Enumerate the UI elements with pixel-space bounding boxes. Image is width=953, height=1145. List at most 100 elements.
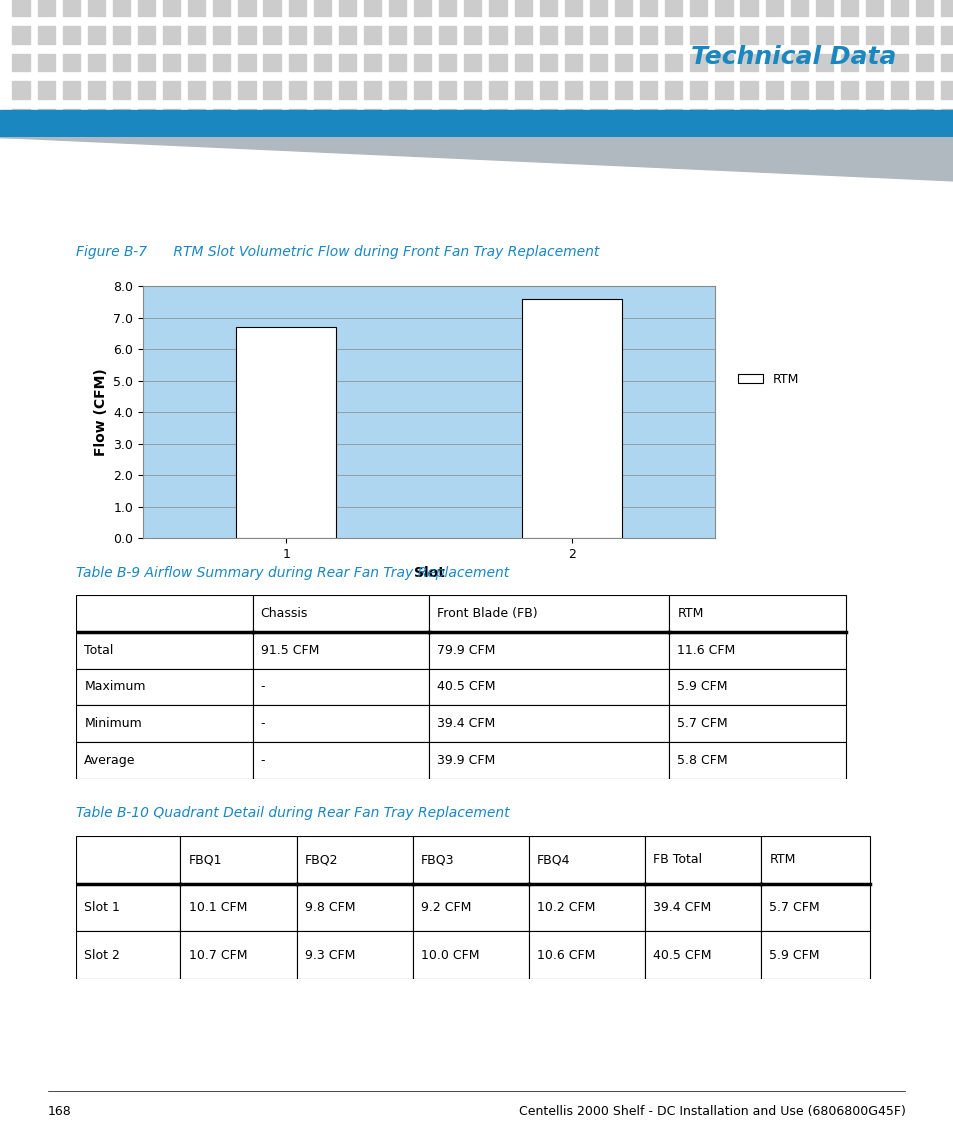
- FancyBboxPatch shape: [76, 669, 253, 705]
- FancyBboxPatch shape: [429, 669, 669, 705]
- Bar: [138, 54, 155, 71]
- Text: Chassis: Chassis: [260, 607, 308, 621]
- Bar: [915, 26, 932, 44]
- Bar: [63, 109, 80, 127]
- FancyBboxPatch shape: [529, 836, 644, 884]
- Bar: [664, 54, 681, 71]
- Bar: [338, 81, 355, 98]
- Bar: [790, 109, 807, 127]
- Text: FBQ1: FBQ1: [189, 853, 222, 867]
- Bar: [263, 54, 280, 71]
- Bar: [238, 109, 255, 127]
- Bar: [63, 81, 80, 98]
- Bar: [790, 0, 807, 16]
- Bar: [740, 109, 757, 127]
- Bar: [37, 81, 54, 98]
- Bar: [163, 109, 180, 127]
- Bar: [288, 81, 305, 98]
- Bar: [112, 0, 130, 16]
- Bar: [764, 0, 781, 16]
- Bar: [639, 54, 657, 71]
- Bar: [138, 81, 155, 98]
- Text: 5.9 CFM: 5.9 CFM: [769, 948, 820, 962]
- X-axis label: Slot: Slot: [414, 567, 444, 581]
- Bar: [890, 109, 907, 127]
- Bar: [389, 109, 406, 127]
- FancyBboxPatch shape: [76, 931, 180, 979]
- Bar: [213, 81, 231, 98]
- Text: Table B-10 Quadrant Detail during Rear Fan Tray Replacement: Table B-10 Quadrant Detail during Rear F…: [76, 806, 510, 820]
- Bar: [915, 0, 932, 16]
- Bar: [539, 54, 557, 71]
- Bar: [740, 54, 757, 71]
- Bar: [840, 109, 857, 127]
- FancyBboxPatch shape: [180, 884, 296, 931]
- Bar: [438, 54, 456, 71]
- Bar: [213, 0, 231, 16]
- Bar: [589, 26, 606, 44]
- Text: 5.9 CFM: 5.9 CFM: [677, 680, 727, 694]
- Bar: [112, 109, 130, 127]
- Bar: [414, 81, 431, 98]
- Bar: [489, 26, 506, 44]
- Bar: [37, 109, 54, 127]
- Bar: [37, 0, 54, 16]
- Bar: [12, 81, 30, 98]
- Text: Centellis 2000 Shelf - DC Installation and Use (6806800G45F): Centellis 2000 Shelf - DC Installation a…: [518, 1105, 905, 1119]
- Bar: [564, 26, 581, 44]
- Bar: [213, 26, 231, 44]
- Bar: [539, 0, 557, 16]
- Bar: [840, 0, 857, 16]
- Bar: [288, 26, 305, 44]
- Bar: [564, 109, 581, 127]
- Text: FBQ4: FBQ4: [537, 853, 570, 867]
- Bar: [664, 26, 681, 44]
- Bar: [363, 109, 380, 127]
- Text: Average: Average: [84, 753, 135, 767]
- Bar: [37, 54, 54, 71]
- FancyBboxPatch shape: [413, 931, 529, 979]
- FancyBboxPatch shape: [76, 884, 180, 931]
- Bar: [539, 109, 557, 127]
- Text: 40.5 CFM: 40.5 CFM: [653, 948, 711, 962]
- Bar: [288, 54, 305, 71]
- Bar: [764, 81, 781, 98]
- Bar: [715, 54, 732, 71]
- Bar: [664, 109, 681, 127]
- Bar: [238, 54, 255, 71]
- Bar: [188, 26, 205, 44]
- Bar: [88, 81, 105, 98]
- Text: 39.4 CFM: 39.4 CFM: [653, 901, 711, 914]
- Bar: [865, 54, 882, 71]
- Bar: [764, 54, 781, 71]
- Text: 10.2 CFM: 10.2 CFM: [537, 901, 595, 914]
- FancyBboxPatch shape: [413, 836, 529, 884]
- Text: 79.9 CFM: 79.9 CFM: [436, 643, 495, 657]
- FancyBboxPatch shape: [760, 884, 869, 931]
- Bar: [12, 54, 30, 71]
- Bar: [915, 109, 932, 127]
- Text: 10.6 CFM: 10.6 CFM: [537, 948, 595, 962]
- FancyBboxPatch shape: [644, 836, 760, 884]
- Text: Front Blade (FB): Front Blade (FB): [436, 607, 537, 621]
- Text: 10.0 CFM: 10.0 CFM: [420, 948, 479, 962]
- Bar: [615, 81, 632, 98]
- Bar: [235, 327, 335, 538]
- Bar: [389, 81, 406, 98]
- Bar: [690, 109, 707, 127]
- Bar: [815, 109, 832, 127]
- Bar: [37, 26, 54, 44]
- FancyBboxPatch shape: [253, 595, 429, 632]
- Bar: [840, 26, 857, 44]
- Text: 9.3 CFM: 9.3 CFM: [304, 948, 355, 962]
- Bar: [615, 109, 632, 127]
- Bar: [639, 0, 657, 16]
- Text: 168: 168: [48, 1105, 71, 1119]
- Bar: [88, 26, 105, 44]
- Bar: [521, 299, 621, 538]
- Text: -: -: [260, 753, 265, 767]
- Bar: [865, 0, 882, 16]
- Text: 10.7 CFM: 10.7 CFM: [189, 948, 247, 962]
- Bar: [664, 0, 681, 16]
- FancyBboxPatch shape: [429, 632, 669, 669]
